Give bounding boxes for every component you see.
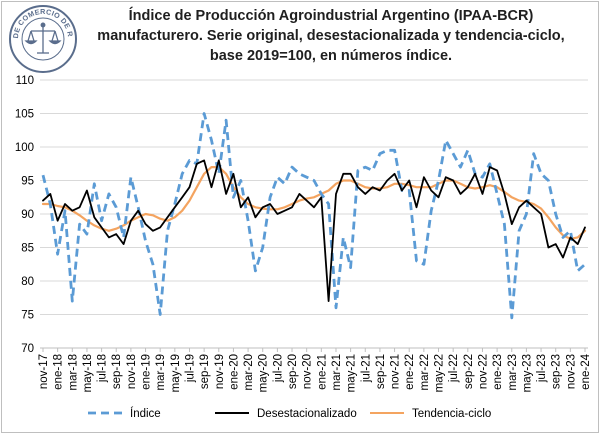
x-tick-label: may-18 [82, 354, 94, 392]
legend-label: Índice [130, 407, 161, 420]
chart-title-line-3: base 2019=100, en números índice. [209, 48, 453, 64]
x-tick-label: ene-22 [404, 354, 416, 390]
legend-label: Desestacionalizado [257, 408, 357, 420]
x-tick-label: may-20 [258, 354, 270, 392]
x-tick-label: ene-19 [141, 354, 153, 390]
x-tick-label: may-23 [521, 354, 533, 392]
x-tick-label: ene-23 [492, 354, 504, 390]
x-tick-label: sep-22 [463, 354, 475, 389]
x-tick-label: nov-17 [38, 354, 50, 389]
x-tick-label: nov-18 [126, 354, 138, 389]
x-tick-label: nov-23 [565, 354, 577, 389]
chart-title: Índice de Producción Agroindustrial Arge… [96, 6, 566, 66]
x-tick-label: nov-20 [302, 354, 314, 389]
x-tick-label: may-19 [170, 354, 182, 392]
y-tick-label: 95 [21, 176, 34, 188]
y-tick-label: 70 [21, 343, 34, 355]
x-tick-label: sep-23 [551, 354, 563, 389]
x-tick-label: sep-19 [199, 354, 211, 389]
x-tick-label: sep-20 [287, 354, 299, 389]
x-tick-label: jul-23 [536, 354, 548, 383]
x-tick-label: nov-22 [477, 354, 489, 389]
y-tick-label: 80 [21, 276, 34, 288]
y-tick-label: 75 [21, 310, 34, 322]
y-tick-label: 85 [21, 243, 34, 255]
x-tick-label: jul-20 [272, 354, 284, 383]
x-tick-label: mar-18 [67, 354, 79, 390]
x-tick-label: jul-22 [448, 354, 460, 383]
y-tick-label: 105 [15, 109, 34, 121]
series-line-desestacionalizado [42, 159, 586, 302]
x-tick-label: ene-18 [53, 354, 65, 390]
x-tick-label: ene-24 [580, 353, 592, 389]
x-tick-label: may-21 [346, 354, 358, 392]
y-tick-label: 100 [15, 142, 34, 154]
x-tick-label: ene-20 [228, 354, 240, 390]
x-tick-label: mar-21 [331, 354, 343, 390]
x-tick-label: nov-19 [214, 354, 226, 389]
x-tick-label: mar-22 [419, 354, 431, 390]
x-tick-label: mar-19 [155, 354, 167, 390]
x-tick-label: mar-20 [243, 354, 255, 390]
y-tick-label: 110 [16, 75, 34, 87]
scales-of-justice-icon [24, 22, 62, 54]
legend-label: Tendencia-ciclo [412, 408, 491, 420]
chart-title-line-1: Índice de Producción Agroindustrial Arge… [128, 8, 534, 24]
x-tick-label: jul-18 [97, 354, 109, 383]
x-tick-label: sep-18 [111, 354, 123, 389]
x-tick-label: mar-23 [507, 354, 519, 390]
x-tick-label: sep-21 [375, 354, 387, 389]
x-tick-label: jul-21 [360, 354, 372, 383]
institution-logo: BOLSA DE COMERCIO DE ROSARIO [8, 4, 77, 73]
x-tick-label: may-22 [434, 354, 446, 392]
y-tick-label: 90 [21, 209, 34, 221]
x-tick-label: ene-21 [316, 354, 328, 390]
chart-title-line-2: manufacturero. Serie original, desestaci… [97, 28, 565, 44]
x-tick-label: nov-21 [390, 354, 402, 389]
series-line--ndice [41, 112, 586, 320]
x-tick-label: jul-19 [184, 354, 196, 383]
